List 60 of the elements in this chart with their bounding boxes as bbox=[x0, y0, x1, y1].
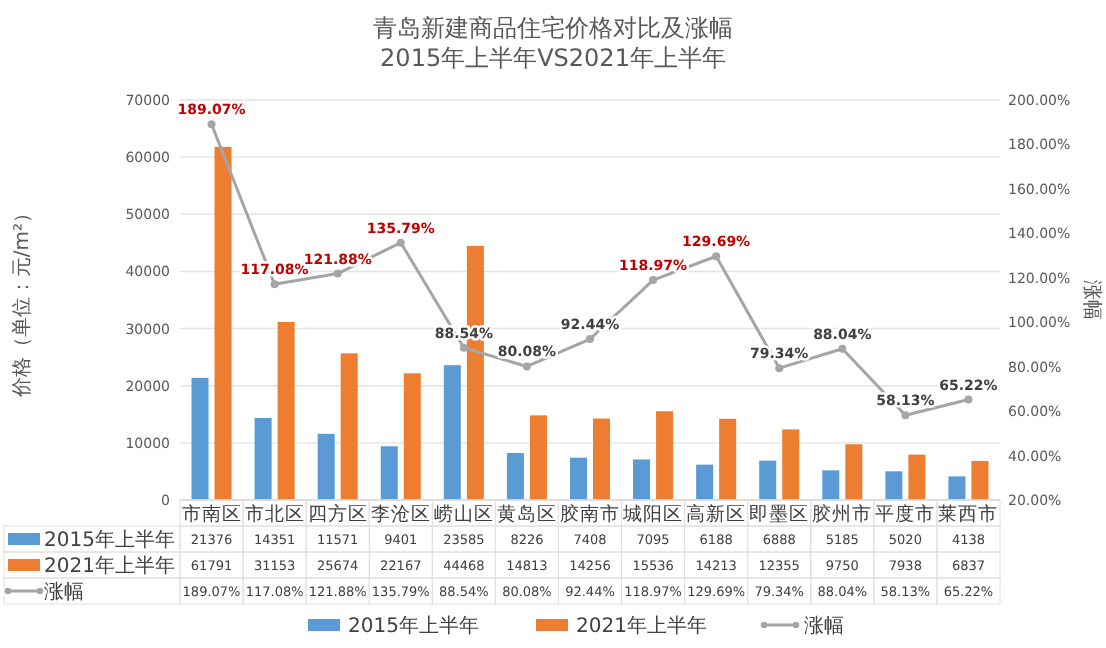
bar bbox=[759, 460, 777, 500]
point bbox=[396, 238, 405, 247]
text: 涨幅 bbox=[44, 582, 84, 604]
bar bbox=[254, 417, 272, 500]
chart-title: 青岛新建商品住宅价格对比及涨幅 bbox=[373, 14, 733, 42]
bar bbox=[908, 454, 926, 500]
x-tick-label: 市北区 bbox=[244, 502, 305, 526]
x-tick-label: 即墨区 bbox=[749, 504, 810, 526]
x-tick-label: 黄岛区 bbox=[496, 502, 557, 526]
point bbox=[333, 269, 342, 278]
bar bbox=[633, 459, 651, 500]
x-tick-label: 平度市 bbox=[875, 502, 936, 526]
bar bbox=[782, 429, 800, 500]
bar bbox=[822, 470, 840, 500]
bar bbox=[317, 433, 335, 500]
x-tick-label: 胶南市 bbox=[560, 502, 620, 526]
point bbox=[270, 280, 279, 289]
bar bbox=[380, 446, 398, 500]
bar bbox=[885, 471, 903, 500]
bar bbox=[529, 415, 547, 500]
bar bbox=[845, 444, 863, 500]
point bbox=[838, 344, 847, 353]
chart-subtitle: 2015年上半年VS2021年上半年 bbox=[380, 44, 726, 72]
legend-label: 2015年上半年 bbox=[44, 528, 175, 552]
bar bbox=[719, 418, 737, 500]
bar bbox=[340, 353, 358, 500]
point bbox=[775, 364, 784, 373]
x-tick-label: 胶州市 bbox=[812, 502, 873, 526]
point bbox=[459, 343, 468, 352]
y-axis-title: 价格（单位：元/m²） bbox=[10, 202, 34, 400]
point bbox=[522, 362, 531, 371]
bar bbox=[443, 365, 461, 500]
bar bbox=[403, 373, 421, 500]
x-tick-label: 城阳区 bbox=[621, 502, 684, 526]
bar bbox=[948, 476, 966, 500]
bar bbox=[696, 464, 714, 500]
bar bbox=[971, 460, 989, 500]
x-tick-label: 崂山区 bbox=[433, 502, 494, 526]
bar bbox=[593, 418, 611, 500]
point bbox=[586, 335, 594, 344]
bar bbox=[277, 321, 295, 500]
bar bbox=[569, 457, 587, 500]
point bbox=[207, 120, 216, 129]
x-tick-label: 李沧区 bbox=[370, 502, 431, 526]
x-tick-label: 市南区 bbox=[181, 502, 242, 526]
point bbox=[901, 411, 910, 420]
bar bbox=[656, 411, 674, 500]
x-tick-label: 四方区 bbox=[307, 502, 368, 526]
bar bbox=[214, 146, 232, 500]
point bbox=[712, 252, 721, 261]
bar bbox=[506, 452, 524, 500]
point bbox=[964, 395, 973, 404]
point bbox=[649, 276, 658, 285]
legend-label: 涨幅 bbox=[804, 614, 844, 638]
x-tick-label: 高新区 bbox=[686, 502, 747, 526]
y2-axis-title: 涨幅 bbox=[1080, 280, 1104, 320]
legend-label: 2021年上半年 bbox=[44, 554, 175, 578]
x-tick-label: 莱西市 bbox=[938, 502, 999, 526]
legend: 2015年上半年 2021年上半年 涨幅 bbox=[308, 616, 844, 638]
bar bbox=[191, 377, 209, 500]
